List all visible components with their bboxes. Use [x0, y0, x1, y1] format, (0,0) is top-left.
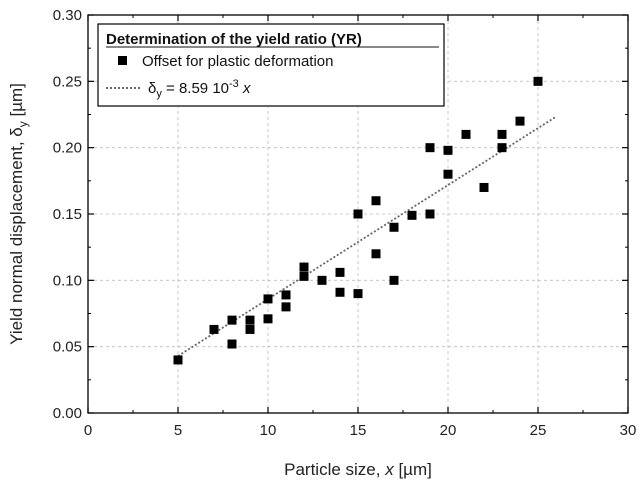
x-tick-label: 0 — [84, 422, 92, 439]
y-tick-label: 0.00 — [53, 405, 82, 422]
data-point — [281, 290, 291, 300]
y-tick-label: 0.30 — [53, 7, 82, 24]
data-point — [461, 129, 471, 139]
y-tick-label: 0.20 — [53, 140, 82, 157]
y-axis-title-prefix: Yield normal displacement, δ — [7, 127, 26, 345]
legend-fit-delta: δ — [148, 80, 156, 97]
data-point — [353, 209, 363, 219]
data-point — [281, 302, 291, 312]
y-tick-label: 0.15 — [53, 206, 82, 223]
y-tick-label: 0.25 — [53, 73, 82, 90]
data-point — [497, 129, 507, 139]
data-point — [227, 339, 237, 349]
data-point — [515, 116, 525, 126]
x-axis-title-var: x — [384, 460, 394, 479]
x-tick-label: 30 — [620, 422, 637, 439]
fit-line — [177, 115, 557, 357]
data-point — [497, 143, 507, 153]
x-tick-label: 25 — [530, 422, 547, 439]
data-point — [353, 289, 363, 299]
data-point — [479, 182, 489, 192]
data-point — [299, 262, 309, 272]
y-tick-label: 0.05 — [53, 339, 82, 356]
legend-fit-exp: -3 — [229, 78, 239, 90]
legend: Determination of the yield ratio (YR) Of… — [97, 23, 445, 107]
legend-points-label: Offset for plastic deformation — [142, 53, 333, 70]
y-tick-label: 0.10 — [53, 272, 82, 289]
x-tick-label: 5 — [174, 422, 182, 439]
data-point — [263, 294, 273, 304]
y-tick-labels: 0.00 0.05 0.10 0.15 0.20 0.25 0.30 — [53, 7, 82, 422]
x-tick-label: 20 — [440, 422, 457, 439]
y-axis-title: Yield normal displacement, δy [µm] — [7, 83, 30, 345]
legend-fit-label: δy = 8.59 10-3 x — [148, 78, 251, 100]
data-point — [335, 287, 345, 297]
x-axis-title-unit: [µm] — [394, 460, 432, 479]
data-point — [209, 324, 219, 334]
data-point — [245, 324, 255, 334]
fit-line-group — [177, 115, 557, 357]
data-point — [263, 314, 273, 324]
data-point — [227, 315, 237, 325]
x-tick-label: 10 — [260, 422, 277, 439]
data-points — [173, 76, 543, 365]
data-point — [317, 275, 327, 285]
data-point — [425, 143, 435, 153]
y-axis-title-unit: [µm] — [7, 83, 26, 121]
data-point — [389, 275, 399, 285]
legend-fit-eq: = 8.59 10 — [162, 80, 229, 97]
x-axis-title: Particle size, x [µm] — [284, 460, 432, 479]
data-point — [299, 271, 309, 281]
legend-title: Determination of the yield ratio (YR) — [106, 31, 362, 48]
legend-fit-sub: y — [156, 88, 162, 100]
axes — [87, 14, 629, 414]
data-point — [173, 355, 183, 365]
legend-point-marker — [118, 56, 127, 65]
x-tick-label: 15 — [350, 422, 367, 439]
data-point — [407, 210, 417, 220]
x-tick-labels: 0 5 10 15 20 25 30 — [84, 422, 637, 439]
data-point — [443, 145, 453, 155]
y-axis-title-sub: y — [16, 121, 30, 127]
data-point — [533, 76, 543, 86]
data-point — [443, 169, 453, 179]
data-point — [245, 315, 255, 325]
legend-fit-var: x — [239, 80, 251, 97]
data-point — [335, 267, 345, 277]
data-point — [371, 196, 381, 206]
x-axis-title-prefix: Particle size, — [284, 460, 385, 479]
data-point — [425, 209, 435, 219]
data-point — [389, 222, 399, 232]
data-point — [371, 249, 381, 259]
legend-box — [97, 23, 445, 107]
